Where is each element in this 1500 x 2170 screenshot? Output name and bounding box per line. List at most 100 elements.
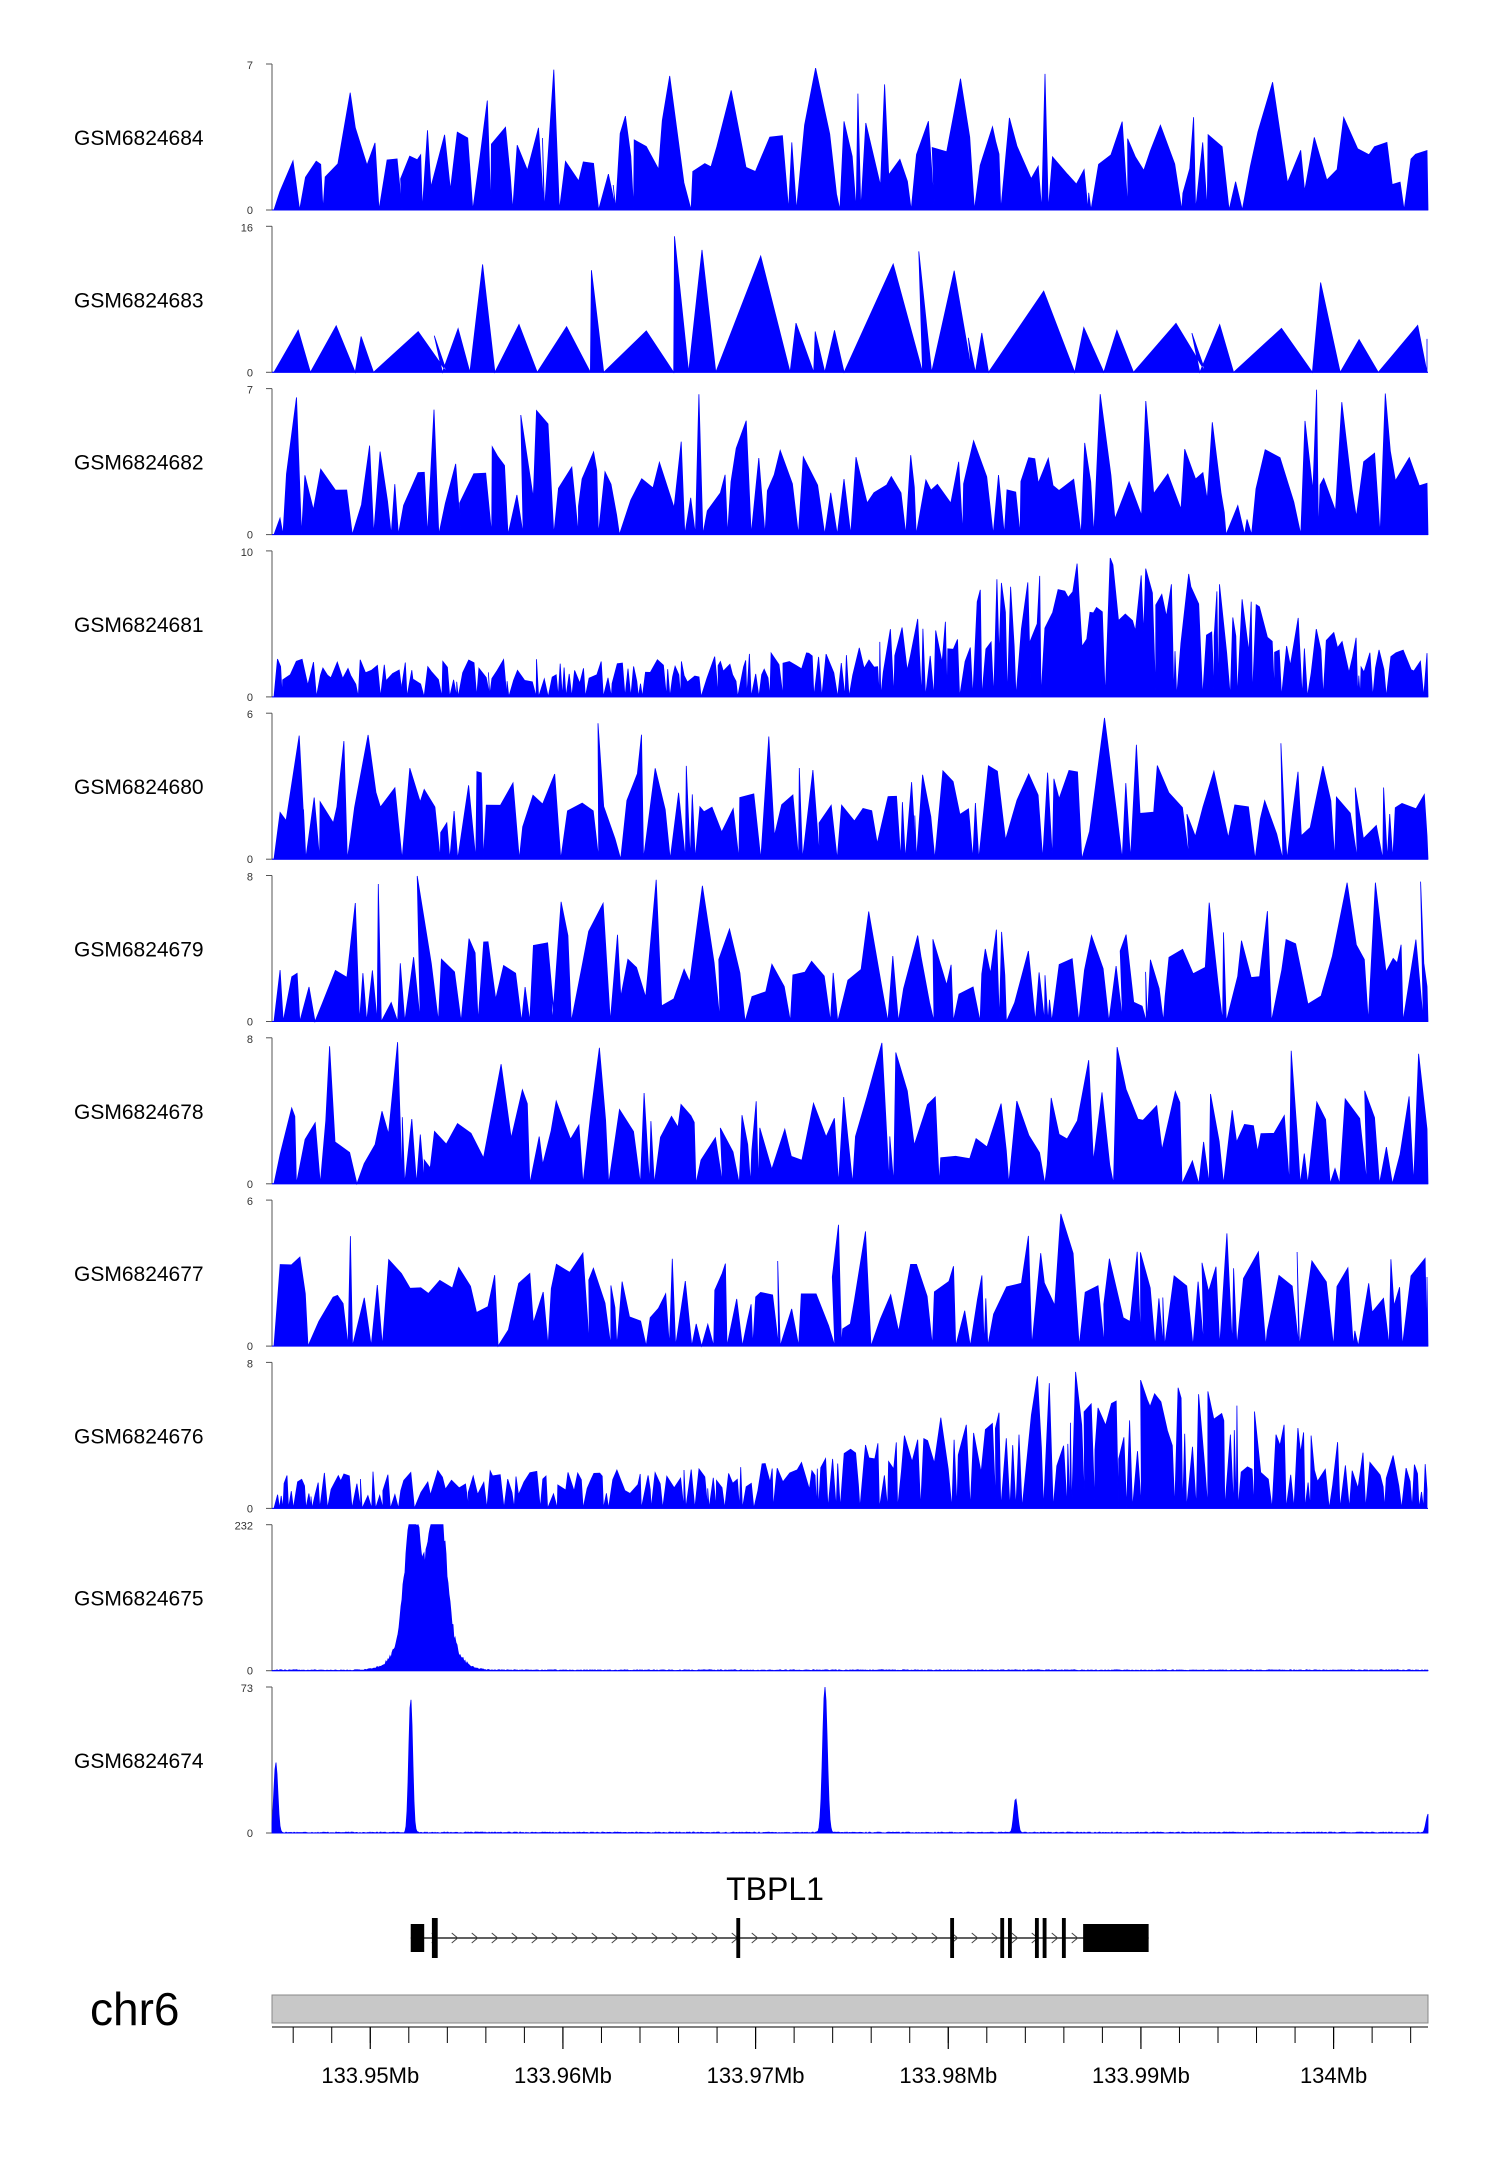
gene-exon — [1061, 1918, 1066, 1958]
coverage-area — [271, 1523, 1429, 1672]
strand-arrow — [771, 1932, 779, 1944]
track-GSM6824684: GSM6824684 7 0 — [74, 60, 1429, 217]
gene-exon — [1034, 1918, 1039, 1958]
y-min-label: 0 — [247, 367, 253, 379]
strand-arrow — [491, 1932, 499, 1944]
track-label: GSM6824677 — [74, 1263, 204, 1286]
gene-track: TBPL1 — [410, 1871, 1149, 1958]
strand-arrow — [911, 1932, 919, 1944]
x-tick-label: 133.96Mb — [514, 2063, 612, 2088]
gene-exon — [1000, 1918, 1005, 1958]
y-max-label: 232 — [235, 1521, 253, 1533]
chromosome-ideogram — [271, 1994, 1429, 2024]
strand-arrow — [891, 1932, 899, 1944]
track-GSM6824681: GSM6824681 10 0 — [74, 547, 1429, 704]
gene-exon — [431, 1918, 438, 1958]
strand-arrow — [571, 1932, 579, 1944]
y-max-label: 8 — [247, 872, 253, 884]
strand-arrow — [1071, 1932, 1079, 1944]
track-GSM6824677: GSM6824677 6 0 — [74, 1196, 1429, 1353]
y-min-label: 0 — [247, 854, 253, 866]
y-max-label: 10 — [241, 547, 253, 559]
y-max-label: 7 — [247, 60, 253, 72]
strand-arrow — [1011, 1932, 1019, 1944]
gene-exon — [950, 1918, 955, 1958]
gene-exon — [1007, 1918, 1012, 1958]
y-min-label: 0 — [247, 692, 253, 704]
strand-arrow — [711, 1932, 719, 1944]
strand-arrow — [971, 1932, 979, 1944]
track-label: GSM6824681 — [74, 614, 204, 637]
coverage-area — [272, 875, 1429, 1023]
strand-arrow — [791, 1932, 799, 1944]
strand-arrow — [651, 1932, 659, 1944]
track-label: GSM6824676 — [74, 1425, 204, 1448]
x-tick-label: 133.97Mb — [707, 2063, 805, 2088]
track-label: GSM6824675 — [74, 1588, 204, 1611]
coverage-tracks: GSM682468470GSM6824683160GSM682468270GSM… — [74, 60, 1429, 1840]
y-min-label: 0 — [247, 530, 253, 542]
coverage-area — [272, 68, 1429, 211]
genome-axis: chr6 133.95Mb 133.96Mb 133.97Mb 133.98Mb 133… — [90, 1983, 1429, 2088]
coverage-area — [272, 236, 1428, 374]
y-max-label: 73 — [241, 1683, 253, 1695]
y-min-label: 0 — [247, 1828, 253, 1840]
strand-arrow — [691, 1932, 699, 1944]
track-label: GSM6824678 — [74, 1101, 204, 1124]
strand-arrow — [851, 1932, 859, 1944]
strand-arrow — [591, 1932, 599, 1944]
y-min-label: 0 — [247, 1503, 253, 1515]
strand-arrow — [671, 1932, 679, 1944]
y-max-label: 6 — [247, 709, 253, 721]
gene-name-label: TBPL1 — [726, 1871, 824, 1907]
track-GSM6824679: GSM6824679 8 0 — [74, 872, 1429, 1029]
strand-arrow — [1051, 1932, 1059, 1944]
track-GSM6824676: GSM6824676 8 0 — [74, 1358, 1428, 1515]
strand-arrow — [551, 1932, 559, 1944]
gene-exon — [736, 1918, 741, 1958]
strand-arrow — [991, 1932, 999, 1944]
x-tick-label: 133.95Mb — [321, 2063, 419, 2088]
y-max-label: 8 — [247, 1034, 253, 1046]
strand-arrow — [811, 1932, 819, 1944]
coverage-area — [272, 1042, 1429, 1186]
track-GSM6824683: GSM6824683 16 0 — [74, 222, 1428, 379]
strand-arrow — [631, 1932, 639, 1944]
x-tick-label: 134Mb — [1300, 2063, 1367, 2088]
coverage-area — [271, 1686, 1429, 1834]
coverage-area — [272, 1213, 1429, 1348]
track-label: GSM6824682 — [74, 452, 204, 475]
strand-arrow — [471, 1932, 479, 1944]
track-GSM6824678: GSM6824678 8 0 — [74, 1034, 1429, 1191]
coverage-area — [272, 717, 1429, 860]
y-max-label: 16 — [241, 222, 253, 234]
track-label: GSM6824683 — [74, 289, 204, 312]
y-min-label: 0 — [247, 205, 253, 217]
strand-arrow — [511, 1932, 519, 1944]
y-max-label: 7 — [247, 385, 253, 397]
y-min-label: 0 — [247, 1017, 253, 1029]
coverage-area — [272, 389, 1429, 535]
coverage-area — [272, 1371, 1428, 1509]
strand-arrow — [931, 1932, 939, 1944]
y-min-label: 0 — [247, 1666, 253, 1678]
gene-exon — [1042, 1918, 1047, 1958]
track-label: GSM6824684 — [74, 127, 204, 150]
x-tick-label: 133.98Mb — [899, 2063, 997, 2088]
strand-arrow — [451, 1932, 459, 1944]
strand-arrow — [831, 1932, 839, 1944]
y-max-label: 8 — [247, 1358, 253, 1370]
track-GSM6824675: GSM6824675 232 0 — [74, 1521, 1429, 1678]
track-GSM6824674: GSM6824674 73 0 — [74, 1683, 1429, 1840]
strand-arrow — [531, 1932, 539, 1944]
strand-arrow — [871, 1932, 879, 1944]
track-GSM6824680: GSM6824680 6 0 — [74, 709, 1429, 866]
track-label: GSM6824674 — [74, 1750, 204, 1773]
strand-arrow — [611, 1932, 619, 1944]
track-label: GSM6824680 — [74, 776, 204, 799]
y-min-label: 0 — [247, 1341, 253, 1353]
y-max-label: 6 — [247, 1196, 253, 1208]
y-min-label: 0 — [247, 1179, 253, 1191]
track-GSM6824682: GSM6824682 7 0 — [74, 385, 1429, 542]
